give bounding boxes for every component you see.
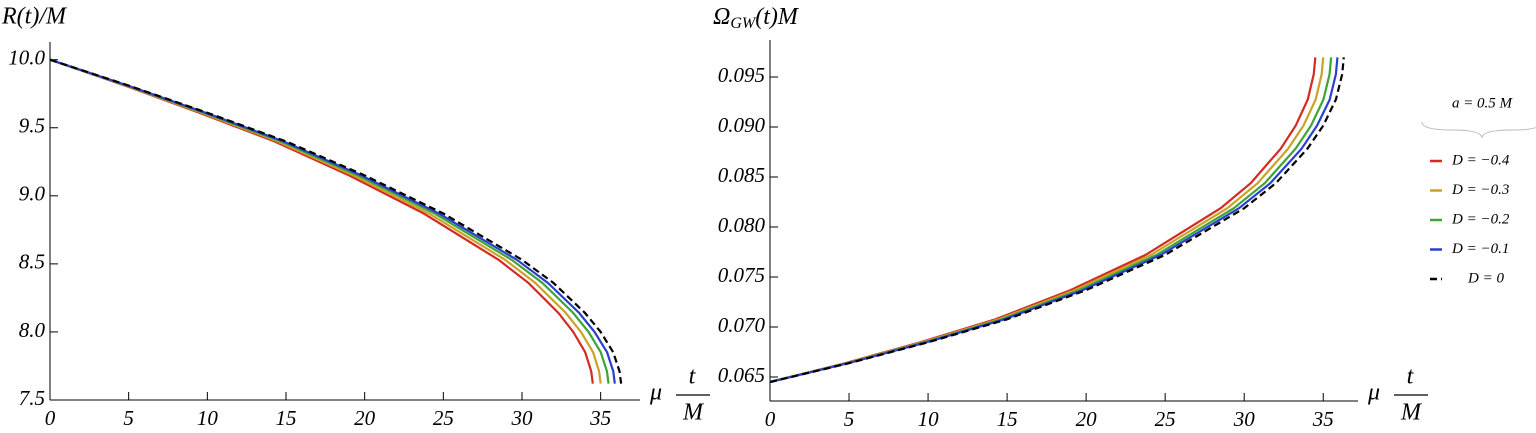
y-tick-label: 8.5	[19, 250, 45, 274]
y-axis-label: R(t)/M	[1, 4, 68, 30]
x-label-den: M	[1400, 400, 1423, 426]
series-line	[769, 57, 1317, 384]
x-label-den: M	[682, 400, 705, 426]
x-tick-label: 30	[1233, 407, 1256, 431]
y-axis-label: ΩGW(t)M	[713, 4, 800, 32]
x-label-mu: μ	[649, 380, 662, 406]
x-tick-label: 0	[765, 407, 776, 431]
x-label-num: t	[1407, 364, 1415, 390]
y-tick-label: 0.070	[718, 313, 766, 337]
x-tick-label: 10	[918, 407, 940, 431]
x-tick-label: 20	[1076, 407, 1098, 431]
x-tick-label: 0	[45, 406, 56, 430]
x-tick-label: 20	[354, 406, 376, 430]
legend-label: D = −0.1	[1451, 241, 1509, 257]
y-tick-label: 7.5	[19, 386, 45, 410]
series-line	[769, 57, 1333, 384]
series-line	[49, 58, 594, 384]
y-tick-label: 0.085	[718, 163, 765, 187]
y-label-sub: GW	[730, 15, 757, 32]
legend-brace	[1421, 121, 1536, 139]
x-tick-label: 10	[197, 406, 219, 430]
series-line	[49, 58, 602, 384]
y-tick-label: 0.080	[718, 213, 766, 237]
series-line	[769, 57, 1339, 384]
x-tick-label: 35	[1312, 407, 1334, 431]
series-line	[769, 57, 1325, 384]
y-tick-label: 0.090	[718, 113, 766, 137]
x-tick-label: 25	[433, 406, 454, 430]
legend-title: a = 0.5 M	[1452, 95, 1514, 111]
x-tick-label: 15	[276, 406, 297, 430]
series-line	[49, 58, 610, 384]
x-label-mu: μ	[1367, 380, 1380, 406]
x-label-num: t	[689, 364, 697, 390]
series-line	[49, 58, 623, 384]
y-label-part: (t)M	[755, 4, 800, 30]
legend-label: D = −0.3	[1451, 182, 1509, 198]
x-tick-label: 15	[997, 407, 1018, 431]
legend-label: D = −0.2	[1451, 211, 1510, 227]
y-tick-label: 0.065	[718, 363, 765, 387]
series-line	[769, 57, 1345, 384]
y-tick-label: 9.5	[19, 114, 45, 138]
x-tick-label: 30	[511, 406, 534, 430]
y-tick-label: 0.075	[718, 263, 765, 287]
y-tick-label: 8.0	[19, 318, 46, 342]
x-tick-label: 25	[1155, 407, 1176, 431]
x-tick-label: 35	[589, 406, 611, 430]
y-label-part: Ω	[713, 4, 730, 30]
series-line	[49, 58, 616, 384]
legend-label: D = 0	[1467, 270, 1504, 286]
x-tick-label: 5	[844, 407, 855, 431]
legend-label: D = −0.4	[1451, 152, 1510, 168]
x-tick-label: 5	[123, 406, 134, 430]
y-tick-label: 9.0	[19, 182, 46, 206]
y-tick-label: 10.0	[8, 46, 45, 70]
y-tick-label: 0.095	[718, 63, 765, 87]
